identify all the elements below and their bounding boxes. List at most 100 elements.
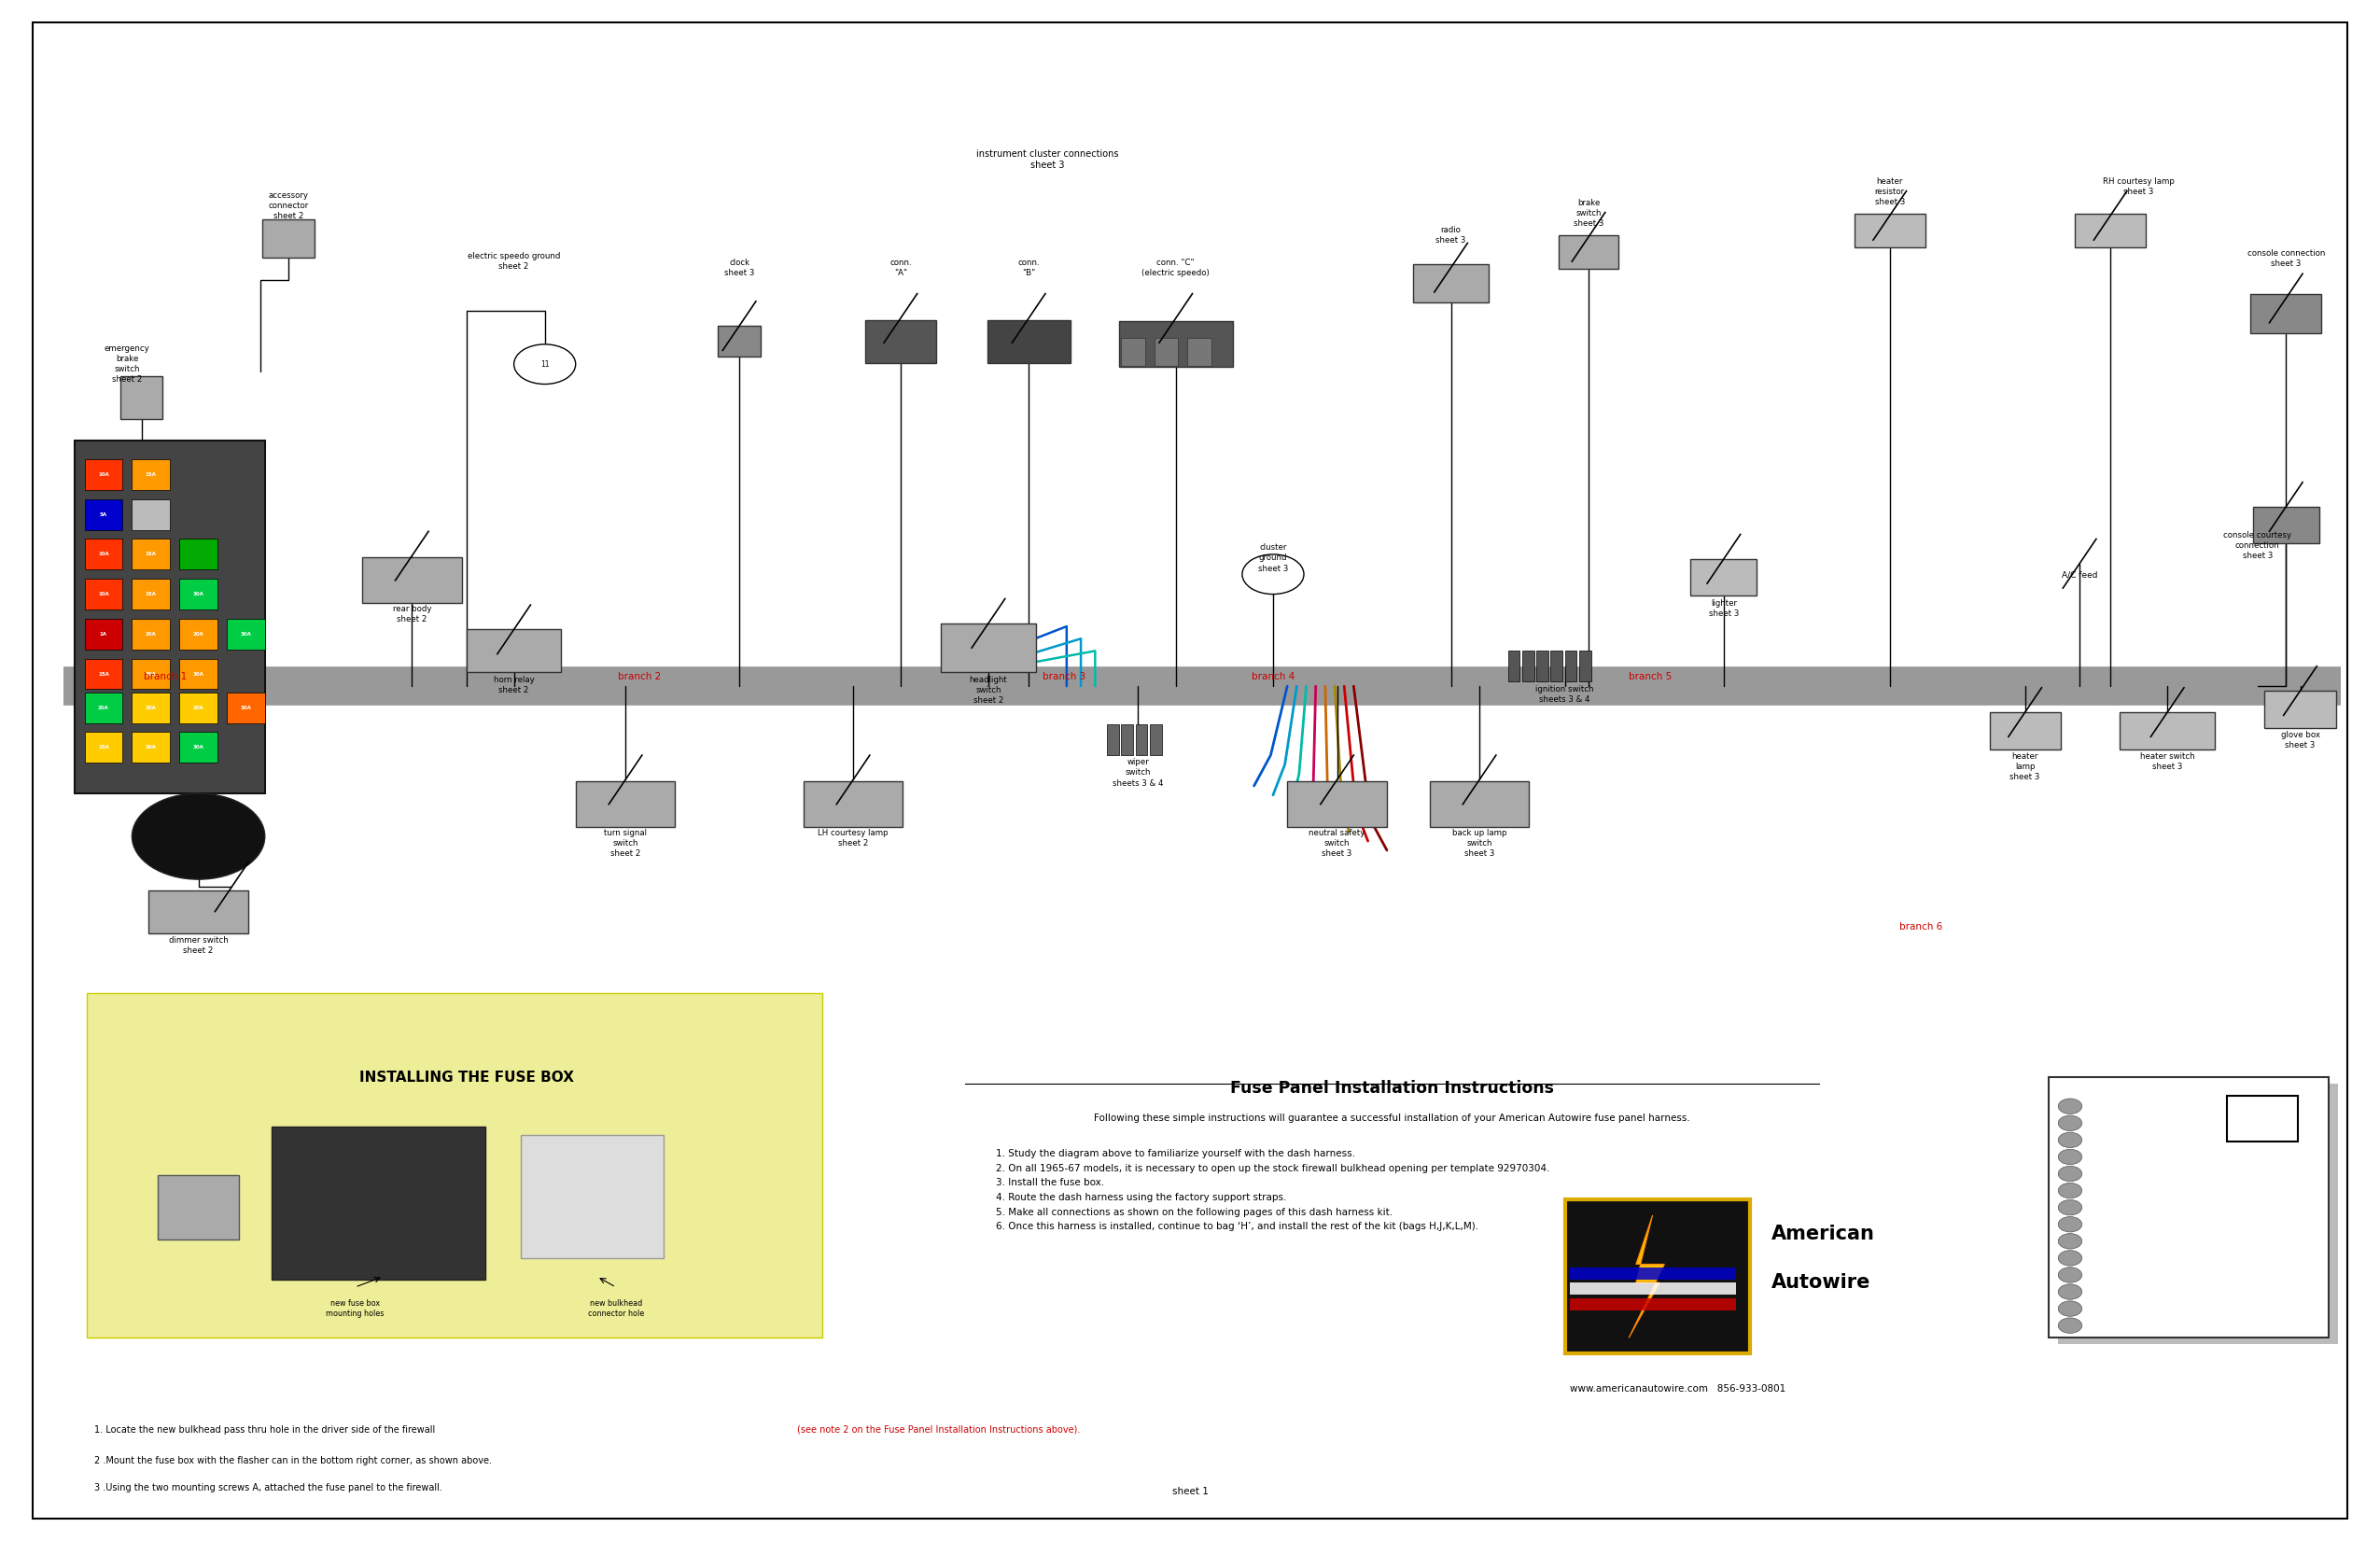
Bar xyxy=(131,692,169,723)
Bar xyxy=(76,441,264,794)
Text: 11: 11 xyxy=(540,361,550,368)
Bar xyxy=(86,579,121,610)
Text: 30A: 30A xyxy=(193,672,205,676)
Bar xyxy=(131,579,169,610)
Text: heater
resistor
sheet 3: heater resistor sheet 3 xyxy=(1875,177,1904,206)
Text: 15A: 15A xyxy=(145,472,157,476)
Bar xyxy=(131,732,169,763)
Circle shape xyxy=(1242,555,1304,595)
Circle shape xyxy=(2059,1099,2082,1114)
Bar xyxy=(1150,724,1161,755)
Bar xyxy=(86,658,121,689)
Text: dimmer switch
sheet 2: dimmer switch sheet 2 xyxy=(169,935,228,955)
Text: neutral safety
switch
sheet 3: neutral safety switch sheet 3 xyxy=(1309,829,1366,858)
Bar xyxy=(131,658,169,689)
Bar xyxy=(1121,724,1133,755)
Text: branch 6: branch 6 xyxy=(1899,922,1942,931)
Text: wiper
switch
sheets 3 & 4: wiper switch sheets 3 & 4 xyxy=(1111,758,1164,787)
Circle shape xyxy=(2059,1217,2082,1231)
Bar xyxy=(2075,214,2147,248)
Text: conn. "C"
(electric speedo): conn. "C" (electric speedo) xyxy=(1142,259,1209,277)
Text: 15A: 15A xyxy=(145,592,157,596)
Bar xyxy=(226,618,264,649)
Bar xyxy=(86,692,121,723)
Text: brake
switch
sheet 3: brake switch sheet 3 xyxy=(1573,199,1604,228)
Bar xyxy=(719,325,762,356)
Bar xyxy=(86,499,121,530)
Text: 20A: 20A xyxy=(193,706,205,710)
Text: 10A: 10A xyxy=(98,472,109,476)
Circle shape xyxy=(2059,1150,2082,1165)
Bar xyxy=(178,539,217,570)
Bar xyxy=(1430,781,1530,828)
Text: 3 .Using the two mounting screws A, attached the fuse panel to the firewall.: 3 .Using the two mounting screws A, atta… xyxy=(95,1484,443,1493)
Bar xyxy=(262,219,314,257)
Text: ignition switch
sheets 3 & 4: ignition switch sheets 3 & 4 xyxy=(1535,684,1595,703)
Bar xyxy=(466,629,562,672)
Text: DASH KIT: DASH KIT xyxy=(2140,1200,2242,1219)
Text: branch 1: branch 1 xyxy=(143,672,186,681)
Bar xyxy=(1414,264,1490,302)
Bar xyxy=(86,539,121,570)
Bar xyxy=(2049,1077,2328,1338)
Text: emergency
brake
switch
sheet 2: emergency brake switch sheet 2 xyxy=(105,344,150,384)
Text: 1. Study the diagram above to familiarize yourself with the dash harness.
2. On : 1. Study the diagram above to familiariz… xyxy=(995,1150,1549,1231)
Text: American: American xyxy=(1771,1224,1875,1244)
Text: rear body
sheet 2: rear body sheet 2 xyxy=(393,606,431,624)
Bar xyxy=(226,692,264,723)
Text: 5A: 5A xyxy=(100,512,107,516)
Bar xyxy=(1188,337,1211,365)
Bar xyxy=(271,1126,486,1279)
Bar xyxy=(1119,321,1233,367)
Bar xyxy=(178,732,217,763)
Text: 30A: 30A xyxy=(193,746,205,750)
Bar xyxy=(1107,724,1119,755)
Bar xyxy=(988,319,1071,362)
Text: 15A: 15A xyxy=(145,552,157,556)
Bar xyxy=(1288,781,1388,828)
Text: branch 2: branch 2 xyxy=(619,672,662,681)
Text: 92970240 instruction  rev 0.0 5/6/2013: 92970240 instruction rev 0.0 5/6/2013 xyxy=(2121,1321,2261,1328)
Text: conn.
"A": conn. "A" xyxy=(890,259,912,277)
Text: Fuse Panel Installation Instructions: Fuse Panel Installation Instructions xyxy=(1230,1080,1554,1097)
Text: Following these simple instructions will guarantee a successful installation of : Following these simple instructions will… xyxy=(1092,1114,1690,1123)
Text: 20A: 20A xyxy=(193,632,205,636)
Bar xyxy=(131,618,169,649)
Circle shape xyxy=(2059,1116,2082,1131)
Bar xyxy=(86,459,121,490)
Text: 1965-68 Impala: 1965-68 Impala xyxy=(2104,1157,2192,1170)
Bar xyxy=(576,781,676,828)
Bar xyxy=(86,618,121,649)
Text: headlight
switch
sheet 2: headlight switch sheet 2 xyxy=(969,675,1007,704)
Bar xyxy=(1509,650,1521,681)
Bar xyxy=(178,579,217,610)
Text: 1A: 1A xyxy=(100,632,107,636)
Bar xyxy=(1568,1267,1735,1279)
Bar xyxy=(864,319,935,362)
Bar xyxy=(2228,1096,2297,1142)
Text: 2 .Mount the fuse box with the flasher can in the bottom right corner, as shown : 2 .Mount the fuse box with the flasher c… xyxy=(95,1456,493,1465)
Bar xyxy=(2121,712,2216,749)
Bar xyxy=(1523,650,1535,681)
Text: heater
lamp
sheet 3: heater lamp sheet 3 xyxy=(2011,752,2040,781)
Text: new bulkhead
connector hole: new bulkhead connector hole xyxy=(588,1299,645,1318)
Bar xyxy=(1690,559,1756,596)
Bar xyxy=(119,376,162,419)
Text: 510361: 510361 xyxy=(2121,1261,2261,1293)
Bar xyxy=(521,1136,664,1257)
Circle shape xyxy=(514,344,576,384)
Bar xyxy=(1135,724,1147,755)
Text: accessory
connector
sheet 2: accessory connector sheet 2 xyxy=(269,191,309,220)
Bar xyxy=(1564,650,1576,681)
Bar xyxy=(88,992,823,1338)
Circle shape xyxy=(2059,1301,2082,1316)
Bar xyxy=(1154,337,1178,365)
Polygon shape xyxy=(1628,1216,1664,1338)
Bar xyxy=(1568,1298,1735,1310)
Bar xyxy=(1578,650,1590,681)
Text: 15A: 15A xyxy=(98,746,109,750)
Text: back up lamp
switch
sheet 3: back up lamp switch sheet 3 xyxy=(1452,829,1507,858)
Text: A/C feed: A/C feed xyxy=(2061,572,2097,579)
Bar xyxy=(1854,214,1925,248)
Text: console connection
sheet 3: console connection sheet 3 xyxy=(2247,250,2325,268)
